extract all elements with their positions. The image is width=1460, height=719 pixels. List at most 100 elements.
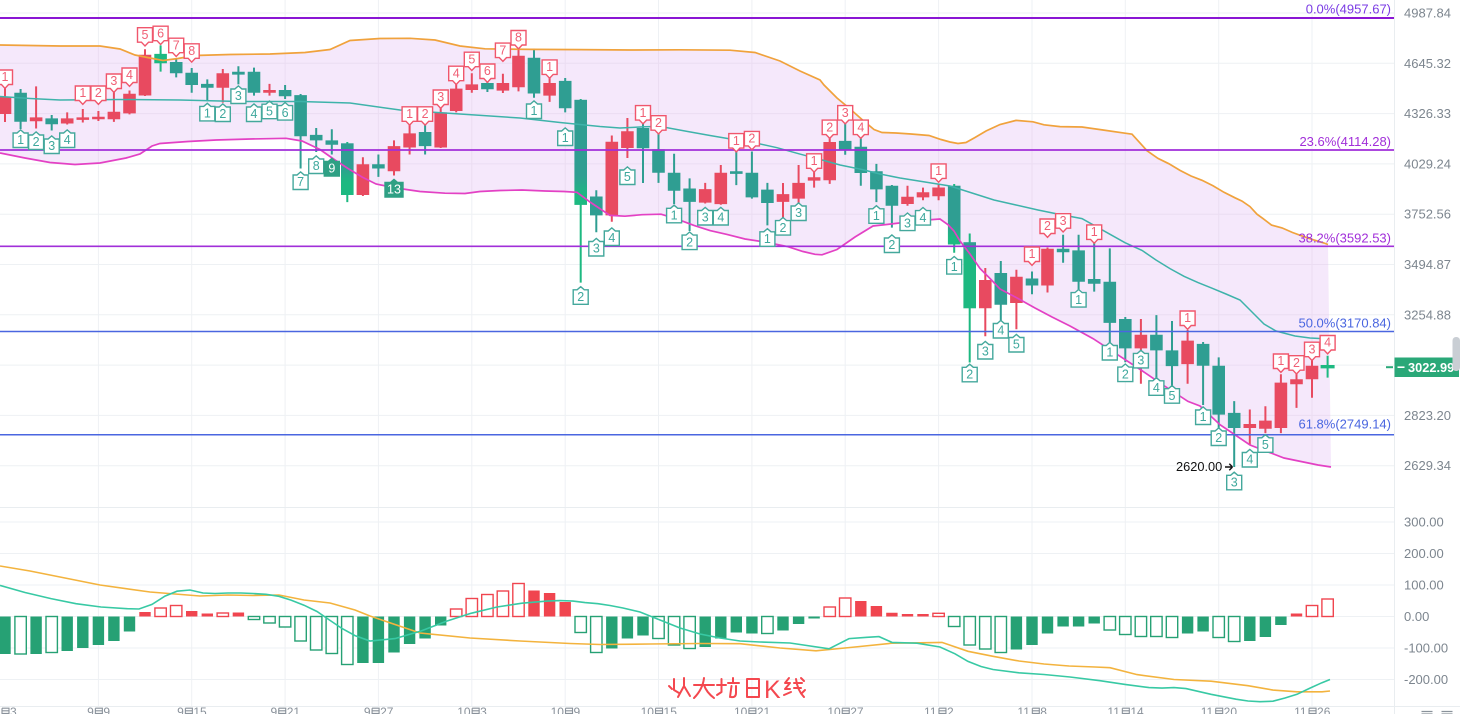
svg-text:4: 4 — [453, 66, 460, 80]
svg-text:1: 1 — [935, 164, 942, 178]
svg-text:6: 6 — [157, 26, 164, 40]
svg-text:11: 11 — [1017, 705, 1030, 714]
svg-text:1: 1 — [1106, 346, 1113, 360]
svg-text:9: 9 — [364, 705, 371, 714]
svg-text:1: 1 — [671, 209, 678, 223]
svg-text:1: 1 — [17, 133, 24, 147]
svg-text:0.00: 0.00 — [1404, 609, 1429, 624]
svg-text:20: 20 — [1224, 705, 1238, 714]
svg-text:4: 4 — [1153, 381, 1160, 395]
svg-text:10: 10 — [641, 705, 655, 714]
svg-text:3254.88: 3254.88 — [1404, 307, 1451, 322]
svg-text:4: 4 — [1324, 336, 1331, 350]
svg-text:5: 5 — [1262, 438, 1269, 452]
svg-text:11: 11 — [1201, 705, 1214, 714]
svg-text:-100.00: -100.00 — [1404, 641, 1448, 656]
svg-text:2: 2 — [219, 107, 226, 121]
svg-text:4: 4 — [717, 211, 724, 225]
svg-text:15: 15 — [193, 705, 207, 714]
svg-text:1: 1 — [811, 154, 818, 168]
svg-text:14: 14 — [1130, 705, 1144, 714]
svg-text:2: 2 — [826, 120, 833, 134]
svg-text:9: 9 — [574, 705, 581, 714]
svg-text:11: 11 — [924, 705, 937, 714]
svg-text:2: 2 — [947, 705, 954, 714]
svg-text:2823.20: 2823.20 — [1404, 408, 1451, 423]
svg-text:1: 1 — [640, 106, 647, 120]
svg-text:0.0%(4957.67): 0.0%(4957.67) — [1306, 2, 1391, 17]
svg-text:3: 3 — [702, 211, 709, 225]
svg-text:9: 9 — [177, 705, 184, 714]
svg-text:2: 2 — [1122, 367, 1129, 381]
svg-text:4: 4 — [1246, 453, 1253, 467]
svg-text:4: 4 — [608, 231, 615, 245]
svg-text:11: 11 — [1107, 705, 1120, 714]
svg-text:11: 11 — [1294, 705, 1307, 714]
svg-text:1: 1 — [1091, 225, 1098, 239]
svg-text:3: 3 — [110, 74, 117, 88]
svg-text:3: 3 — [904, 216, 911, 230]
svg-text:13: 13 — [387, 183, 401, 197]
svg-text:3022.99: 3022.99 — [1408, 360, 1454, 375]
svg-text:3: 3 — [982, 345, 989, 359]
svg-text:4326.33: 4326.33 — [1404, 106, 1451, 121]
svg-text:2629.34: 2629.34 — [1404, 458, 1451, 473]
svg-text:5: 5 — [1169, 389, 1176, 403]
svg-text:10: 10 — [551, 705, 565, 714]
svg-text:1: 1 — [873, 209, 880, 223]
svg-text:4: 4 — [997, 324, 1004, 338]
svg-text:1: 1 — [2, 70, 9, 84]
svg-text:2: 2 — [1293, 356, 1300, 370]
svg-text:2: 2 — [95, 86, 102, 100]
svg-text:2: 2 — [1044, 219, 1051, 233]
svg-text:3: 3 — [1137, 354, 1144, 368]
svg-text:1: 1 — [79, 86, 86, 100]
svg-text:4029.24: 4029.24 — [1404, 156, 1451, 171]
svg-text:61.8%(2749.14): 61.8%(2749.14) — [1298, 416, 1391, 431]
svg-text:1: 1 — [406, 107, 413, 121]
svg-text:2: 2 — [888, 238, 895, 252]
svg-text:8: 8 — [515, 31, 522, 45]
svg-text:1: 1 — [1184, 311, 1191, 325]
svg-text:1: 1 — [1200, 410, 1207, 424]
svg-text:9: 9 — [328, 162, 335, 176]
svg-text:15: 15 — [664, 705, 678, 714]
svg-text:21: 21 — [757, 705, 771, 714]
svg-text:4: 4 — [857, 120, 864, 134]
svg-text:3: 3 — [1231, 476, 1238, 490]
svg-text:1: 1 — [1277, 354, 1284, 368]
svg-text:5: 5 — [142, 28, 149, 42]
svg-text:21: 21 — [287, 705, 301, 714]
svg-text:9: 9 — [271, 705, 278, 714]
svg-text:4: 4 — [251, 107, 258, 121]
svg-text:23.6%(4114.28): 23.6%(4114.28) — [1299, 134, 1391, 149]
svg-text:3: 3 — [1060, 214, 1067, 228]
svg-text:5: 5 — [266, 104, 273, 118]
svg-text:2: 2 — [748, 132, 755, 146]
svg-text:4: 4 — [920, 211, 927, 225]
svg-text:50.0%(3170.84): 50.0%(3170.84) — [1298, 315, 1391, 330]
svg-text:3: 3 — [437, 90, 444, 104]
svg-text:K: K — [764, 676, 781, 704]
svg-text:8: 8 — [188, 44, 195, 58]
svg-text:5: 5 — [468, 52, 475, 66]
svg-text:4: 4 — [126, 68, 133, 82]
svg-text:1: 1 — [531, 104, 538, 118]
svg-text:2: 2 — [33, 135, 40, 149]
svg-text:1: 1 — [546, 60, 553, 74]
svg-text:10: 10 — [457, 705, 471, 714]
svg-text:3: 3 — [1309, 342, 1316, 356]
svg-text:9: 9 — [87, 705, 94, 714]
svg-text:27: 27 — [850, 705, 864, 714]
svg-text:7: 7 — [499, 43, 506, 57]
svg-text:2: 2 — [780, 221, 787, 235]
svg-text:1: 1 — [951, 260, 958, 274]
svg-text:200.00: 200.00 — [1404, 546, 1444, 561]
svg-text:-200.00: -200.00 — [1404, 672, 1448, 687]
svg-text:3: 3 — [235, 89, 242, 103]
svg-text:100.00: 100.00 — [1404, 578, 1444, 593]
svg-text:8: 8 — [1040, 705, 1047, 714]
svg-text:10: 10 — [734, 705, 748, 714]
svg-text:2: 2 — [655, 116, 662, 130]
svg-text:26: 26 — [1317, 705, 1331, 714]
